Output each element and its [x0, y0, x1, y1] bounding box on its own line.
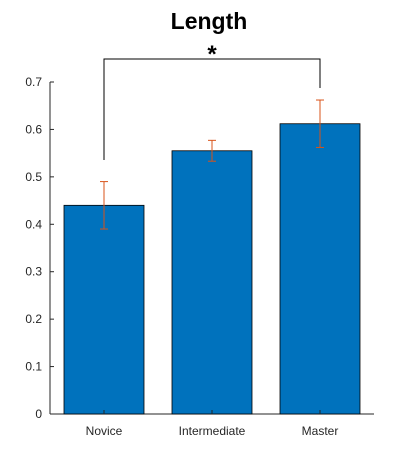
- plot-area: 0 0.1 0.2 0.3 0.4 0.5 0.6 0.7 Novice Intermediate…: [25, 41, 374, 438]
- significance-marker: *: [207, 41, 217, 68]
- y-tick-label: 0: [35, 407, 42, 421]
- significance-bracket: [103, 58, 321, 160]
- bar-master: [279, 123, 361, 415]
- bar-intermediate: [171, 150, 253, 415]
- y-tick-label: 0.6: [25, 122, 42, 136]
- bar-novice: [63, 204, 145, 415]
- y-tick-label: 0.5: [25, 170, 42, 184]
- x-tick-label: Intermediate: [179, 424, 246, 438]
- y-tick-label: 0.3: [25, 265, 42, 279]
- x-tick-label: Master: [302, 424, 339, 438]
- y-tick-label: 0.4: [25, 217, 42, 231]
- x-tick-label: Novice: [86, 424, 123, 438]
- y-tick-label: 0.7: [25, 75, 42, 89]
- chart-title: Length: [171, 8, 248, 34]
- y-tick-label: 0.1: [25, 360, 42, 374]
- y-tick-label: 0.2: [25, 312, 42, 326]
